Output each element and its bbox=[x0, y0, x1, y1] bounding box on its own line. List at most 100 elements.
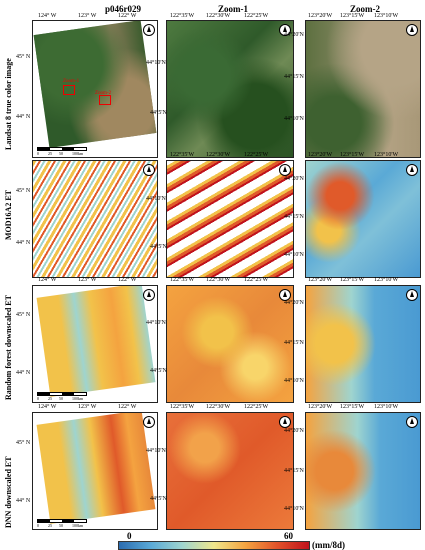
tick-lon: 122°35'W bbox=[170, 152, 195, 158]
scalebar-tick: 25 bbox=[48, 396, 52, 401]
colorbar-max: 60 bbox=[284, 531, 293, 541]
dnn-et-image bbox=[36, 413, 156, 524]
panel-rf-zoom1 bbox=[166, 285, 294, 403]
tick-lat: 45° N bbox=[16, 440, 31, 446]
tick-lat: 44°10'N bbox=[284, 378, 304, 384]
tick-lon: 123°20'W bbox=[308, 277, 333, 283]
tick-lat: 44°10'N bbox=[146, 320, 166, 326]
scalebar-tick: 100km bbox=[72, 523, 84, 528]
tick-lat: 44° N bbox=[16, 240, 31, 246]
colorbar bbox=[118, 541, 310, 550]
scalebar-bar bbox=[37, 392, 87, 396]
scalebar-full: 0 25 50 100km bbox=[37, 519, 87, 528]
north-arrow-icon bbox=[279, 289, 291, 301]
column-title-zoom2: Zoom-2 bbox=[350, 4, 380, 14]
tick-lat: 44°5'N bbox=[150, 496, 167, 502]
tick-lat: 44°5'N bbox=[150, 368, 167, 374]
scalebar-tick: 25 bbox=[48, 523, 52, 528]
tick-lon: 123° W bbox=[78, 404, 97, 410]
tick-lat: 44°10'N bbox=[146, 448, 166, 454]
tick-lat: 44°5'N bbox=[150, 110, 167, 116]
scalebar-tick: 100km bbox=[72, 396, 84, 401]
tick-lon: 123°15'W bbox=[340, 13, 365, 19]
zoom2-box-label: Zoom-2 bbox=[95, 91, 112, 96]
scalebar-tick: 0 bbox=[37, 396, 39, 401]
tick-lat: 45° N bbox=[16, 54, 31, 60]
zoom1-box bbox=[63, 85, 75, 95]
scalebar-full: 0 25 50 100km bbox=[37, 392, 87, 401]
scalebar-tick: 0 bbox=[37, 151, 39, 156]
rf-et-image bbox=[36, 286, 156, 397]
tick-lon: 122°25'W bbox=[244, 152, 269, 158]
tick-lat: 44°15'N bbox=[284, 214, 304, 220]
tick-lat: 44°10'N bbox=[146, 60, 166, 66]
tick-lon: 123°20'W bbox=[308, 152, 333, 158]
tick-lon: 123°10'W bbox=[374, 13, 399, 19]
panel-dnn-full: 0 25 50 100km bbox=[32, 412, 158, 530]
tick-lon: 122°25'W bbox=[244, 404, 269, 410]
north-arrow-icon bbox=[279, 164, 291, 176]
tick-lat: 44°15'N bbox=[284, 468, 304, 474]
row-label-dnn: DNN downscaled ET bbox=[4, 456, 13, 528]
landsat-scene-image bbox=[33, 21, 157, 148]
tick-lon: 123°15'W bbox=[340, 277, 365, 283]
colorbar-unit: (mm/8d) bbox=[312, 540, 345, 550]
tick-lon: 123°20'W bbox=[308, 13, 333, 19]
north-arrow-icon bbox=[406, 289, 418, 301]
panel-rf-zoom2 bbox=[305, 285, 421, 403]
tick-lon: 124° W bbox=[38, 277, 57, 283]
north-arrow-icon bbox=[143, 24, 155, 36]
panel-mod16a2-zoom2 bbox=[305, 160, 421, 278]
panel-dnn-zoom2 bbox=[305, 412, 421, 530]
north-arrow-icon bbox=[143, 289, 155, 301]
tick-lat: 44°20'N bbox=[284, 300, 304, 306]
row-label-landsat: Landsat 8 true color image bbox=[4, 58, 13, 150]
tick-lon: 122° W bbox=[118, 13, 137, 19]
tick-lon: 123° W bbox=[78, 277, 97, 283]
tick-lon: 122°30'W bbox=[206, 152, 231, 158]
tick-lat: 44°15'N bbox=[284, 74, 304, 80]
north-arrow-icon bbox=[406, 416, 418, 428]
tick-lat: 44°20'N bbox=[284, 428, 304, 434]
row-label-random-forest: Random forest downscaled ET bbox=[4, 295, 13, 400]
tick-lat: 44° N bbox=[16, 370, 31, 376]
row-label-mod16a2: MOD16A2 ET bbox=[4, 190, 13, 240]
tick-lat: 44° N bbox=[16, 498, 31, 504]
panel-landsat-zoom1 bbox=[166, 20, 294, 158]
north-arrow-icon bbox=[143, 164, 155, 176]
scalebar-tick: 50 bbox=[59, 523, 63, 528]
scalebar-bar bbox=[37, 147, 87, 151]
panel-mod16a2-full bbox=[32, 160, 158, 278]
tick-lon: 124° W bbox=[38, 13, 57, 19]
tick-lon: 122°35'W bbox=[170, 13, 195, 19]
scalebar-tick: 100km bbox=[72, 151, 84, 156]
scalebar-tick: 25 bbox=[48, 151, 52, 156]
tick-lat: 44°5'N bbox=[150, 244, 167, 250]
zoom2-box bbox=[99, 95, 111, 105]
colorbar-min: 0 bbox=[127, 531, 132, 541]
tick-lat: 44°20'N bbox=[284, 32, 304, 38]
tick-lon: 123°15'W bbox=[340, 404, 365, 410]
tick-lon: 123°20'W bbox=[308, 404, 333, 410]
north-arrow-icon bbox=[406, 164, 418, 176]
panel-landsat-full: Zoom-1 Zoom-2 0 25 50 100km bbox=[32, 20, 158, 158]
scalebar-bar bbox=[37, 519, 87, 523]
tick-lat: 44°20'N bbox=[284, 176, 304, 182]
tick-lat: 44° N bbox=[16, 114, 31, 120]
tick-lon: 123°10'W bbox=[374, 277, 399, 283]
scalebar-tick: 0 bbox=[37, 523, 39, 528]
tick-lon: 122°35'W bbox=[170, 404, 195, 410]
panel-landsat-zoom2 bbox=[305, 20, 421, 158]
scalebar-tick: 50 bbox=[59, 396, 63, 401]
tick-lon: 122° W bbox=[118, 404, 137, 410]
tick-lon: 122°30'W bbox=[206, 404, 231, 410]
tick-lon: 122°35'W bbox=[170, 277, 195, 283]
tick-lon: 123° W bbox=[78, 13, 97, 19]
tick-lat: 44°10'N bbox=[284, 252, 304, 258]
tick-lat: 44°10'N bbox=[146, 196, 166, 202]
tick-lon: 124° W bbox=[38, 404, 57, 410]
north-arrow-icon bbox=[406, 24, 418, 36]
tick-lat: 45° N bbox=[16, 312, 31, 318]
tick-lon: 122° W bbox=[118, 277, 137, 283]
panel-dnn-zoom1 bbox=[166, 412, 294, 530]
